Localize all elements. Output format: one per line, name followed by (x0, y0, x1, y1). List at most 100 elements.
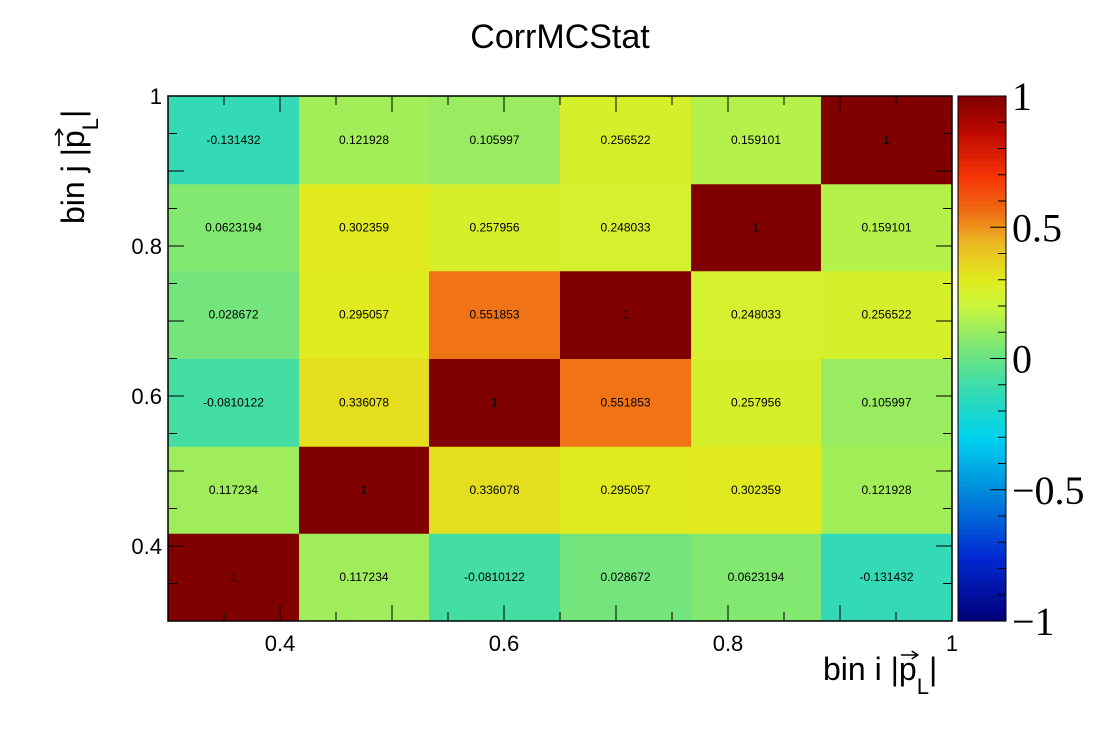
palette-band (958, 524, 1006, 530)
heatmap-cell (820, 183, 953, 272)
palette-band (958, 463, 1006, 469)
heatmap-cell (560, 358, 692, 447)
x-tick-label: 0.8 (713, 631, 744, 656)
palette-band (958, 152, 1006, 158)
palette-band (958, 459, 1006, 465)
palette-band (958, 446, 1006, 451)
palette-band (958, 157, 1006, 163)
palette-band (958, 577, 1006, 583)
palette-band (958, 126, 1006, 132)
y-tick-label: 0.4 (131, 534, 162, 559)
palette-band (958, 494, 1006, 500)
heatmap-cell (820, 96, 953, 185)
heatmap-cell (168, 358, 300, 447)
palette-band (958, 599, 1006, 605)
palette-band (958, 594, 1006, 600)
palette-band (958, 301, 1006, 307)
palette-band (958, 236, 1006, 241)
heatmap-cell (691, 533, 822, 622)
heatmap-cell (560, 183, 692, 272)
heatmap-cell (299, 446, 430, 534)
palette-band (958, 327, 1006, 333)
palette-band (958, 428, 1006, 434)
palette-band (958, 227, 1006, 233)
heatmap-cell (820, 533, 953, 622)
palette-band (958, 581, 1006, 587)
palette-band (958, 292, 1006, 298)
palette-band (958, 341, 1006, 346)
palette-band (958, 555, 1006, 561)
palette-band (958, 257, 1006, 263)
palette-band (958, 520, 1006, 526)
palette-band (958, 170, 1006, 176)
palette-band (958, 380, 1006, 386)
palette-band (958, 174, 1006, 180)
heatmap-cell (428, 96, 561, 185)
palette-band (958, 117, 1006, 123)
heatmap-cell (820, 270, 953, 359)
palette-band (958, 297, 1006, 303)
cell-value-label: -0.0810122 (464, 570, 525, 584)
title-box (440, 14, 680, 66)
cell-value-label: -0.131432 (859, 570, 913, 584)
palette-band (958, 586, 1006, 591)
palette-band (958, 222, 1006, 228)
plot-frame: 0.4 0.6 0.8 1 0.4 0.6 0.8 1 (131, 84, 958, 656)
cell-value-label: 1 (622, 308, 629, 322)
x-tick-label: 0.6 (489, 631, 520, 656)
palette-band (958, 358, 1006, 364)
vector-arrow-head (54, 127, 64, 136)
palette-band (958, 288, 1006, 294)
heatmap-cell (299, 270, 430, 359)
palette-band (958, 516, 1006, 521)
palette-band (958, 122, 1006, 128)
palette-band (958, 476, 1006, 482)
cell-value-label: -0.0810122 (203, 395, 264, 409)
y-tick-label: 0.8 (131, 234, 162, 259)
palette-band (958, 603, 1006, 609)
heatmap-cell (560, 96, 692, 185)
cell-value-label: 1 (230, 570, 237, 584)
palette-band (958, 231, 1006, 237)
palette-band (958, 139, 1006, 145)
cell-value-label: 1 (753, 220, 760, 234)
palette-band (958, 411, 1006, 416)
heatmap-cell (299, 533, 430, 622)
palette-band (958, 201, 1006, 206)
cell-value-label: 0.256522 (861, 308, 911, 322)
palette-band (958, 542, 1006, 548)
palette-band (958, 511, 1006, 517)
heatmap-cell (299, 96, 430, 185)
palette-band (958, 537, 1006, 543)
palette-band (958, 161, 1006, 167)
palette-band (958, 100, 1006, 106)
cell-value-label: 0.336078 (469, 483, 519, 497)
cell-value-label: 0.336078 (339, 395, 389, 409)
heatmap-cell (691, 96, 822, 185)
palette-band (958, 240, 1006, 246)
palette-band (958, 214, 1006, 220)
palette-band (958, 275, 1006, 281)
cell-value-label: 0.028672 (600, 570, 650, 584)
palette-band (958, 323, 1006, 329)
palette-band (958, 310, 1006, 316)
palette-band (958, 590, 1006, 596)
cell-value-label: 0.257956 (731, 395, 781, 409)
x-axis-title: bin i |pL| (823, 650, 937, 699)
x-tick-label: 1 (946, 631, 958, 656)
heatmap-cell (299, 183, 430, 272)
cell-value-label: -0.131432 (206, 133, 260, 147)
palette-band (958, 319, 1006, 325)
cell-value-label: 0.028672 (208, 308, 258, 322)
heatmap-cell (691, 183, 822, 272)
palette-band (958, 362, 1006, 368)
y-axis-title: bin j |pL| (54, 110, 103, 224)
palette-band (958, 244, 1006, 250)
cell-value-label: 1 (883, 133, 890, 147)
palette-band (958, 253, 1006, 259)
palette-band (958, 616, 1006, 622)
cell-value-label: 0.248033 (600, 220, 650, 234)
palette-band (958, 406, 1006, 412)
palette-band (958, 113, 1006, 119)
palette-band (958, 96, 1006, 101)
